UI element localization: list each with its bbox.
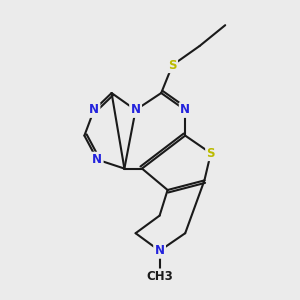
Text: N: N — [180, 103, 190, 116]
Text: S: S — [168, 59, 177, 72]
Text: N: N — [130, 103, 141, 116]
Text: N: N — [89, 103, 99, 116]
Text: CH3: CH3 — [146, 270, 173, 283]
Text: N: N — [154, 244, 165, 257]
Text: N: N — [92, 153, 102, 166]
Text: S: S — [207, 147, 215, 160]
